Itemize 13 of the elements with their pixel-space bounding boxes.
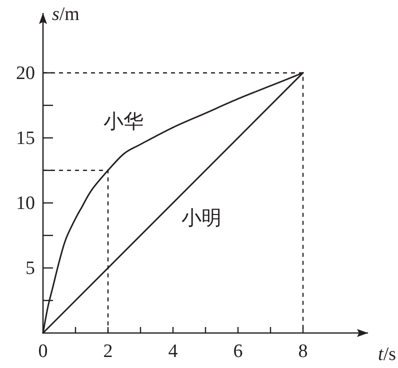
y-tick-label: 5 xyxy=(26,258,35,279)
x-tick-label: 4 xyxy=(168,341,178,362)
series-label: 小华 xyxy=(104,111,144,134)
y-tick-label: 20 xyxy=(16,62,35,84)
x-tick-label: 6 xyxy=(233,341,243,362)
y-axis-title: s/m xyxy=(52,4,80,25)
series-label: 小明 xyxy=(182,207,222,230)
x-axis-title: t/s xyxy=(378,344,396,365)
x-tick-label: 0 xyxy=(38,341,48,362)
x-tick-label: 2 xyxy=(103,341,113,362)
y-tick-label: 15 xyxy=(16,128,35,149)
y-tick-label: 10 xyxy=(16,192,35,214)
x-tick-label: 8 xyxy=(298,341,308,362)
